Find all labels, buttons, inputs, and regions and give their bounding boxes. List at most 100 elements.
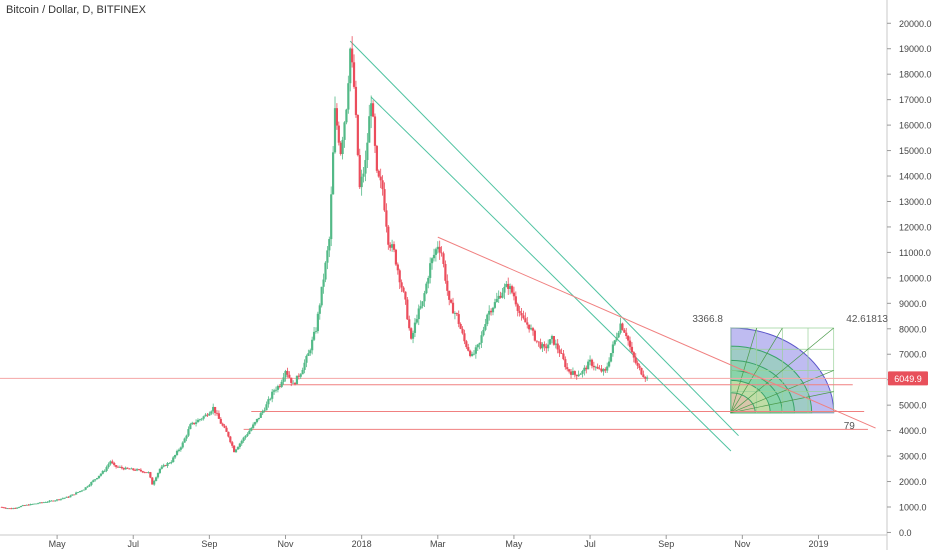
candle-body (261, 411, 264, 414)
candle-body (280, 381, 283, 387)
candle-body (0, 506, 4, 508)
candle-body (253, 422, 257, 425)
candle-body (213, 406, 217, 413)
candle-body (185, 435, 188, 439)
candle-body (65, 496, 68, 498)
candle-body (541, 344, 544, 349)
candle-body (143, 472, 146, 474)
candle-body (90, 481, 93, 485)
candle-body (552, 336, 555, 345)
candle-body (533, 330, 536, 341)
candle-body (345, 109, 348, 123)
candle-body (463, 333, 466, 342)
price-tag-box (888, 371, 928, 386)
candle-body (379, 176, 382, 181)
candle-body (227, 431, 230, 437)
candle-body (263, 410, 266, 412)
candle-body (598, 368, 601, 370)
candle-body (191, 422, 194, 425)
candle-body (166, 463, 169, 466)
gann-left-label: 3366.8 (692, 314, 723, 325)
candle-body (307, 353, 310, 356)
candle-body (510, 286, 514, 293)
candle-body (145, 472, 148, 474)
candle-body (632, 352, 635, 358)
candle-body (54, 500, 57, 502)
candle-body (537, 341, 540, 343)
candle-body (330, 194, 333, 240)
candle-body (301, 369, 304, 375)
candle-body (512, 292, 516, 297)
candle-body (524, 318, 527, 323)
candle-body (292, 382, 295, 384)
candle-body (208, 413, 211, 416)
candle-body (158, 468, 161, 473)
candle-body (493, 302, 496, 308)
candle-body (120, 466, 123, 469)
candle-body (484, 324, 487, 330)
candle-body (366, 142, 369, 161)
candle-body (583, 367, 586, 372)
candle-body (193, 422, 196, 424)
candle-body (107, 464, 110, 468)
candle-body (179, 447, 182, 450)
candle-body (52, 500, 55, 502)
y-tick-label: 3000.0 (899, 452, 927, 462)
candle-body (509, 286, 512, 289)
gann-fan-ray (730, 327, 783, 413)
candle-body (429, 263, 432, 278)
candle-body (326, 250, 329, 263)
candle-body (272, 390, 276, 392)
x-tick-label: Nov (734, 539, 751, 549)
candle-body (244, 435, 247, 438)
candle-body (354, 86, 358, 115)
candle-body (577, 374, 580, 377)
candle-body (204, 414, 207, 417)
candle-body (343, 122, 346, 140)
candle-body (33, 503, 36, 505)
candle-body (575, 374, 578, 377)
candle-body (457, 314, 460, 324)
candle-body (78, 491, 82, 493)
y-tick-label: 15000.0 (899, 146, 932, 156)
candle-body (383, 189, 386, 211)
candle-body (474, 347, 477, 354)
candle-body (480, 335, 483, 343)
y-tick-label: 4000.0 (899, 426, 927, 436)
candle-body (421, 301, 424, 307)
candle-body (198, 419, 201, 421)
candle-body (118, 466, 122, 468)
candle-body (82, 489, 85, 491)
candle-body (168, 462, 171, 464)
candle-body (529, 328, 533, 330)
candle-body (255, 418, 259, 423)
candle-body (646, 377, 649, 379)
candle-body (602, 369, 605, 372)
candle-body (448, 290, 451, 300)
candle-body (514, 296, 517, 305)
candle-body (38, 502, 42, 504)
gann-fan-ray (730, 391, 834, 414)
candle-body (290, 377, 293, 383)
candle-body (415, 319, 418, 323)
candle-body (151, 477, 154, 485)
candle-body (17, 507, 21, 508)
x-tick-label: Jul (584, 539, 596, 549)
candle-body (246, 434, 249, 436)
candle-body (476, 344, 479, 348)
candle-body (181, 442, 184, 448)
candle-body (236, 447, 240, 450)
candle-body (175, 450, 179, 455)
candle-body (122, 468, 125, 470)
candle-body (219, 418, 222, 424)
gann-right-label: 42.61813 (846, 314, 888, 325)
y-tick-label: 5000.0 (899, 401, 927, 411)
candle-body (126, 467, 129, 469)
candle-body (455, 313, 458, 315)
annotations: 3366.8 42.61813 79 6049.9 (692, 314, 928, 432)
candle-body (16, 507, 19, 509)
candle-body (482, 329, 485, 336)
candle-body (105, 467, 108, 471)
candle-body (495, 298, 498, 303)
